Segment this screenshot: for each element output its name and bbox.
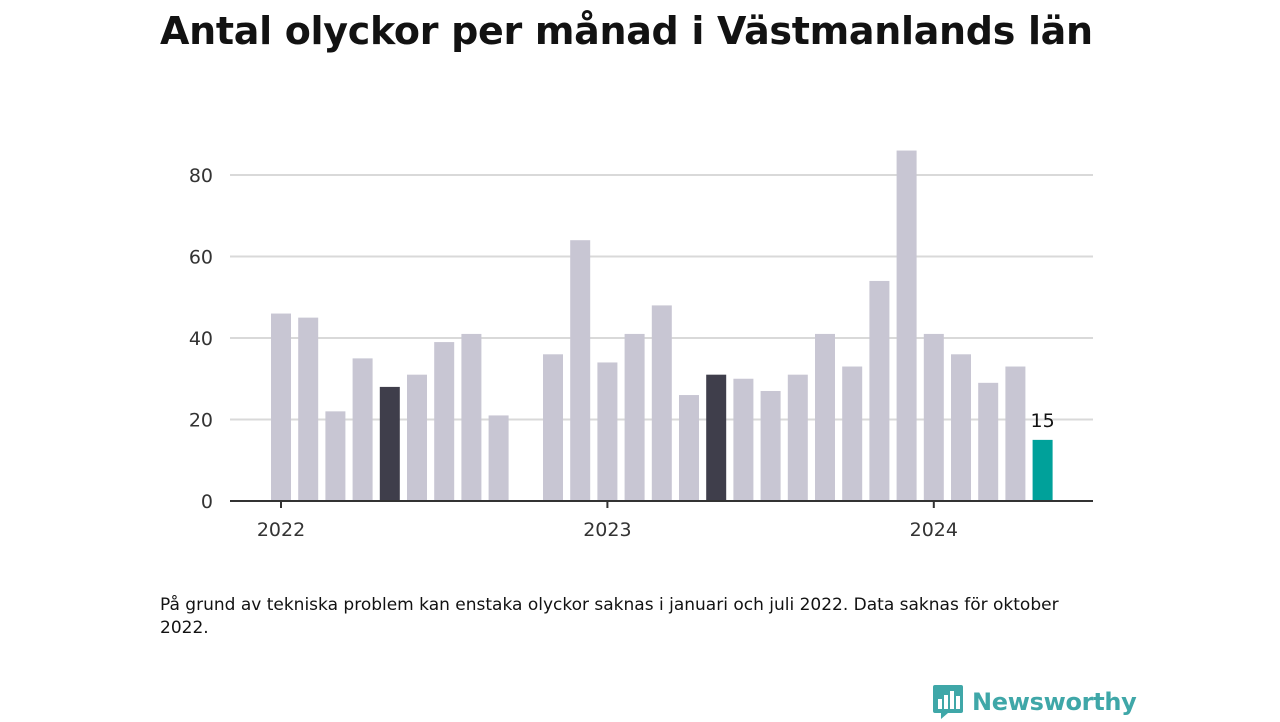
bar-2024-02	[951, 354, 971, 501]
footnote: På grund av tekniska problem kan enstaka…	[160, 595, 1059, 638]
bar-2022-08	[461, 333, 482, 501]
bar-2023-11	[869, 280, 890, 501]
bar-2022-06	[407, 374, 427, 501]
x-axis	[230, 500, 1093, 508]
bar-2024-03	[978, 382, 999, 501]
bar-2023-08	[787, 374, 808, 501]
bar-2022-01	[271, 313, 291, 501]
bar-2023-03	[651, 305, 672, 501]
bar-2023-10	[842, 366, 863, 501]
bar-2024-05	[1032, 439, 1053, 501]
bar-2022-09	[488, 415, 509, 501]
bar-2023-06	[733, 378, 754, 501]
brand-logo[interactable]: Newsworthy	[932, 682, 1137, 722]
bar-2022-07	[434, 342, 455, 501]
x-tick-label: 2023	[583, 519, 631, 541]
bar-2022-11	[543, 354, 563, 501]
y-tick-label: 80	[189, 165, 213, 187]
x-tick-label: 2022	[257, 519, 305, 541]
newsworthy-bar-chart-bubble-icon	[933, 685, 963, 719]
brand-name: Newsworthy	[972, 688, 1137, 716]
y-tick-label: 0	[201, 491, 213, 513]
bar-2022-02	[298, 317, 319, 501]
data-label-2024-05: 15	[1031, 410, 1055, 432]
bar-2023-12	[896, 150, 917, 502]
bar-2024-01	[923, 333, 944, 501]
y-tick-label: 60	[189, 247, 213, 269]
bar-2023-07	[760, 390, 781, 501]
bar-2024-04	[1005, 366, 1026, 501]
bar-2022-05	[379, 386, 400, 501]
bars	[271, 150, 1053, 502]
x-tick-label: 2024	[910, 519, 958, 541]
bar-2022-03	[325, 411, 346, 501]
bar-2022-12	[570, 240, 591, 501]
bar-2023-02	[624, 333, 645, 501]
bar-2022-04	[352, 358, 373, 501]
bar-2023-01	[597, 362, 618, 501]
chart-title: Antal olyckor per månad i Västmanlands l…	[160, 9, 1093, 53]
bar-2023-05	[706, 374, 727, 501]
y-tick-label: 20	[189, 410, 213, 432]
y-tick-label: 40	[189, 328, 213, 350]
bar-2023-04	[679, 395, 699, 501]
bar-2023-09	[815, 333, 835, 501]
labels: 0 20 40 60 80 2022 2023 2024 15	[189, 165, 1055, 541]
